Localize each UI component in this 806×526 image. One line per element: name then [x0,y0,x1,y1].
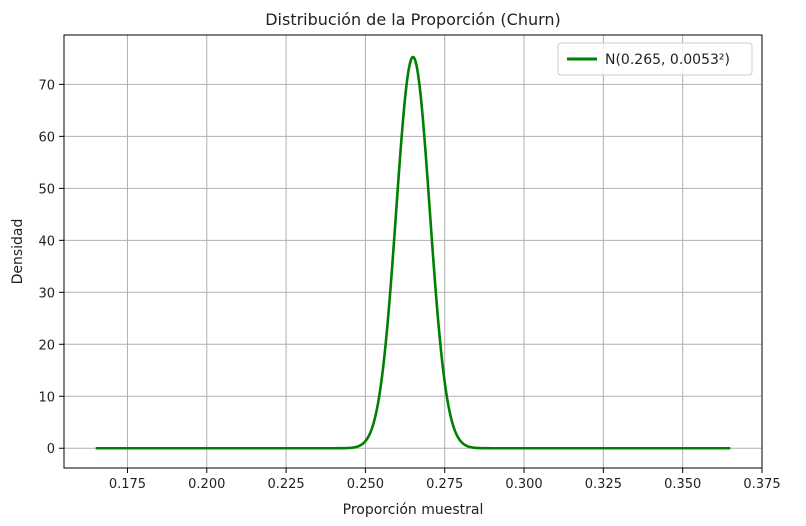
y-tick-label: 30 [38,286,55,301]
y-tick-label: 20 [38,338,55,353]
density-curve [95,55,731,450]
chart-title: Distribución de la Proporción (Churn) [265,10,561,29]
legend-box [557,42,753,76]
y-tick-label: 60 [38,130,55,145]
legend: N(0.265, 0.0053²) [557,42,753,76]
y-axis-label: Densidad [10,219,26,285]
curve-layer [95,55,731,450]
x-tick-label: 0.250 [347,477,384,492]
x-axis-ticks: 0.175 0.200 0.225 0.250 0.275 0.300 0.325 0.350… [109,468,781,492]
x-tick-label: 0.175 [109,477,146,492]
x-axis-label: Proporción muestral [343,502,484,518]
y-tick-label: 0 [47,442,55,457]
x-tick-label: 0.200 [188,477,225,492]
legend-entry-label: N(0.265, 0.0053²) [605,52,730,68]
y-axis-ticks: 0 10 20 30 40 50 60 70 [38,78,64,457]
y-tick-label: 70 [38,78,55,93]
x-tick-label: 0.325 [585,477,622,492]
plot-area-frame [63,34,763,469]
x-tick-label: 0.275 [426,477,463,492]
x-tick-label: 0.300 [505,477,542,492]
x-tick-label: 0.350 [664,477,701,492]
x-tick-label: 0.225 [267,477,304,492]
x-tick-label: 0.375 [743,477,780,492]
y-tick-label: 10 [38,390,55,405]
y-tick-label: 40 [38,234,55,249]
y-tick-label: 50 [38,182,55,197]
grid-lines [64,35,763,468]
